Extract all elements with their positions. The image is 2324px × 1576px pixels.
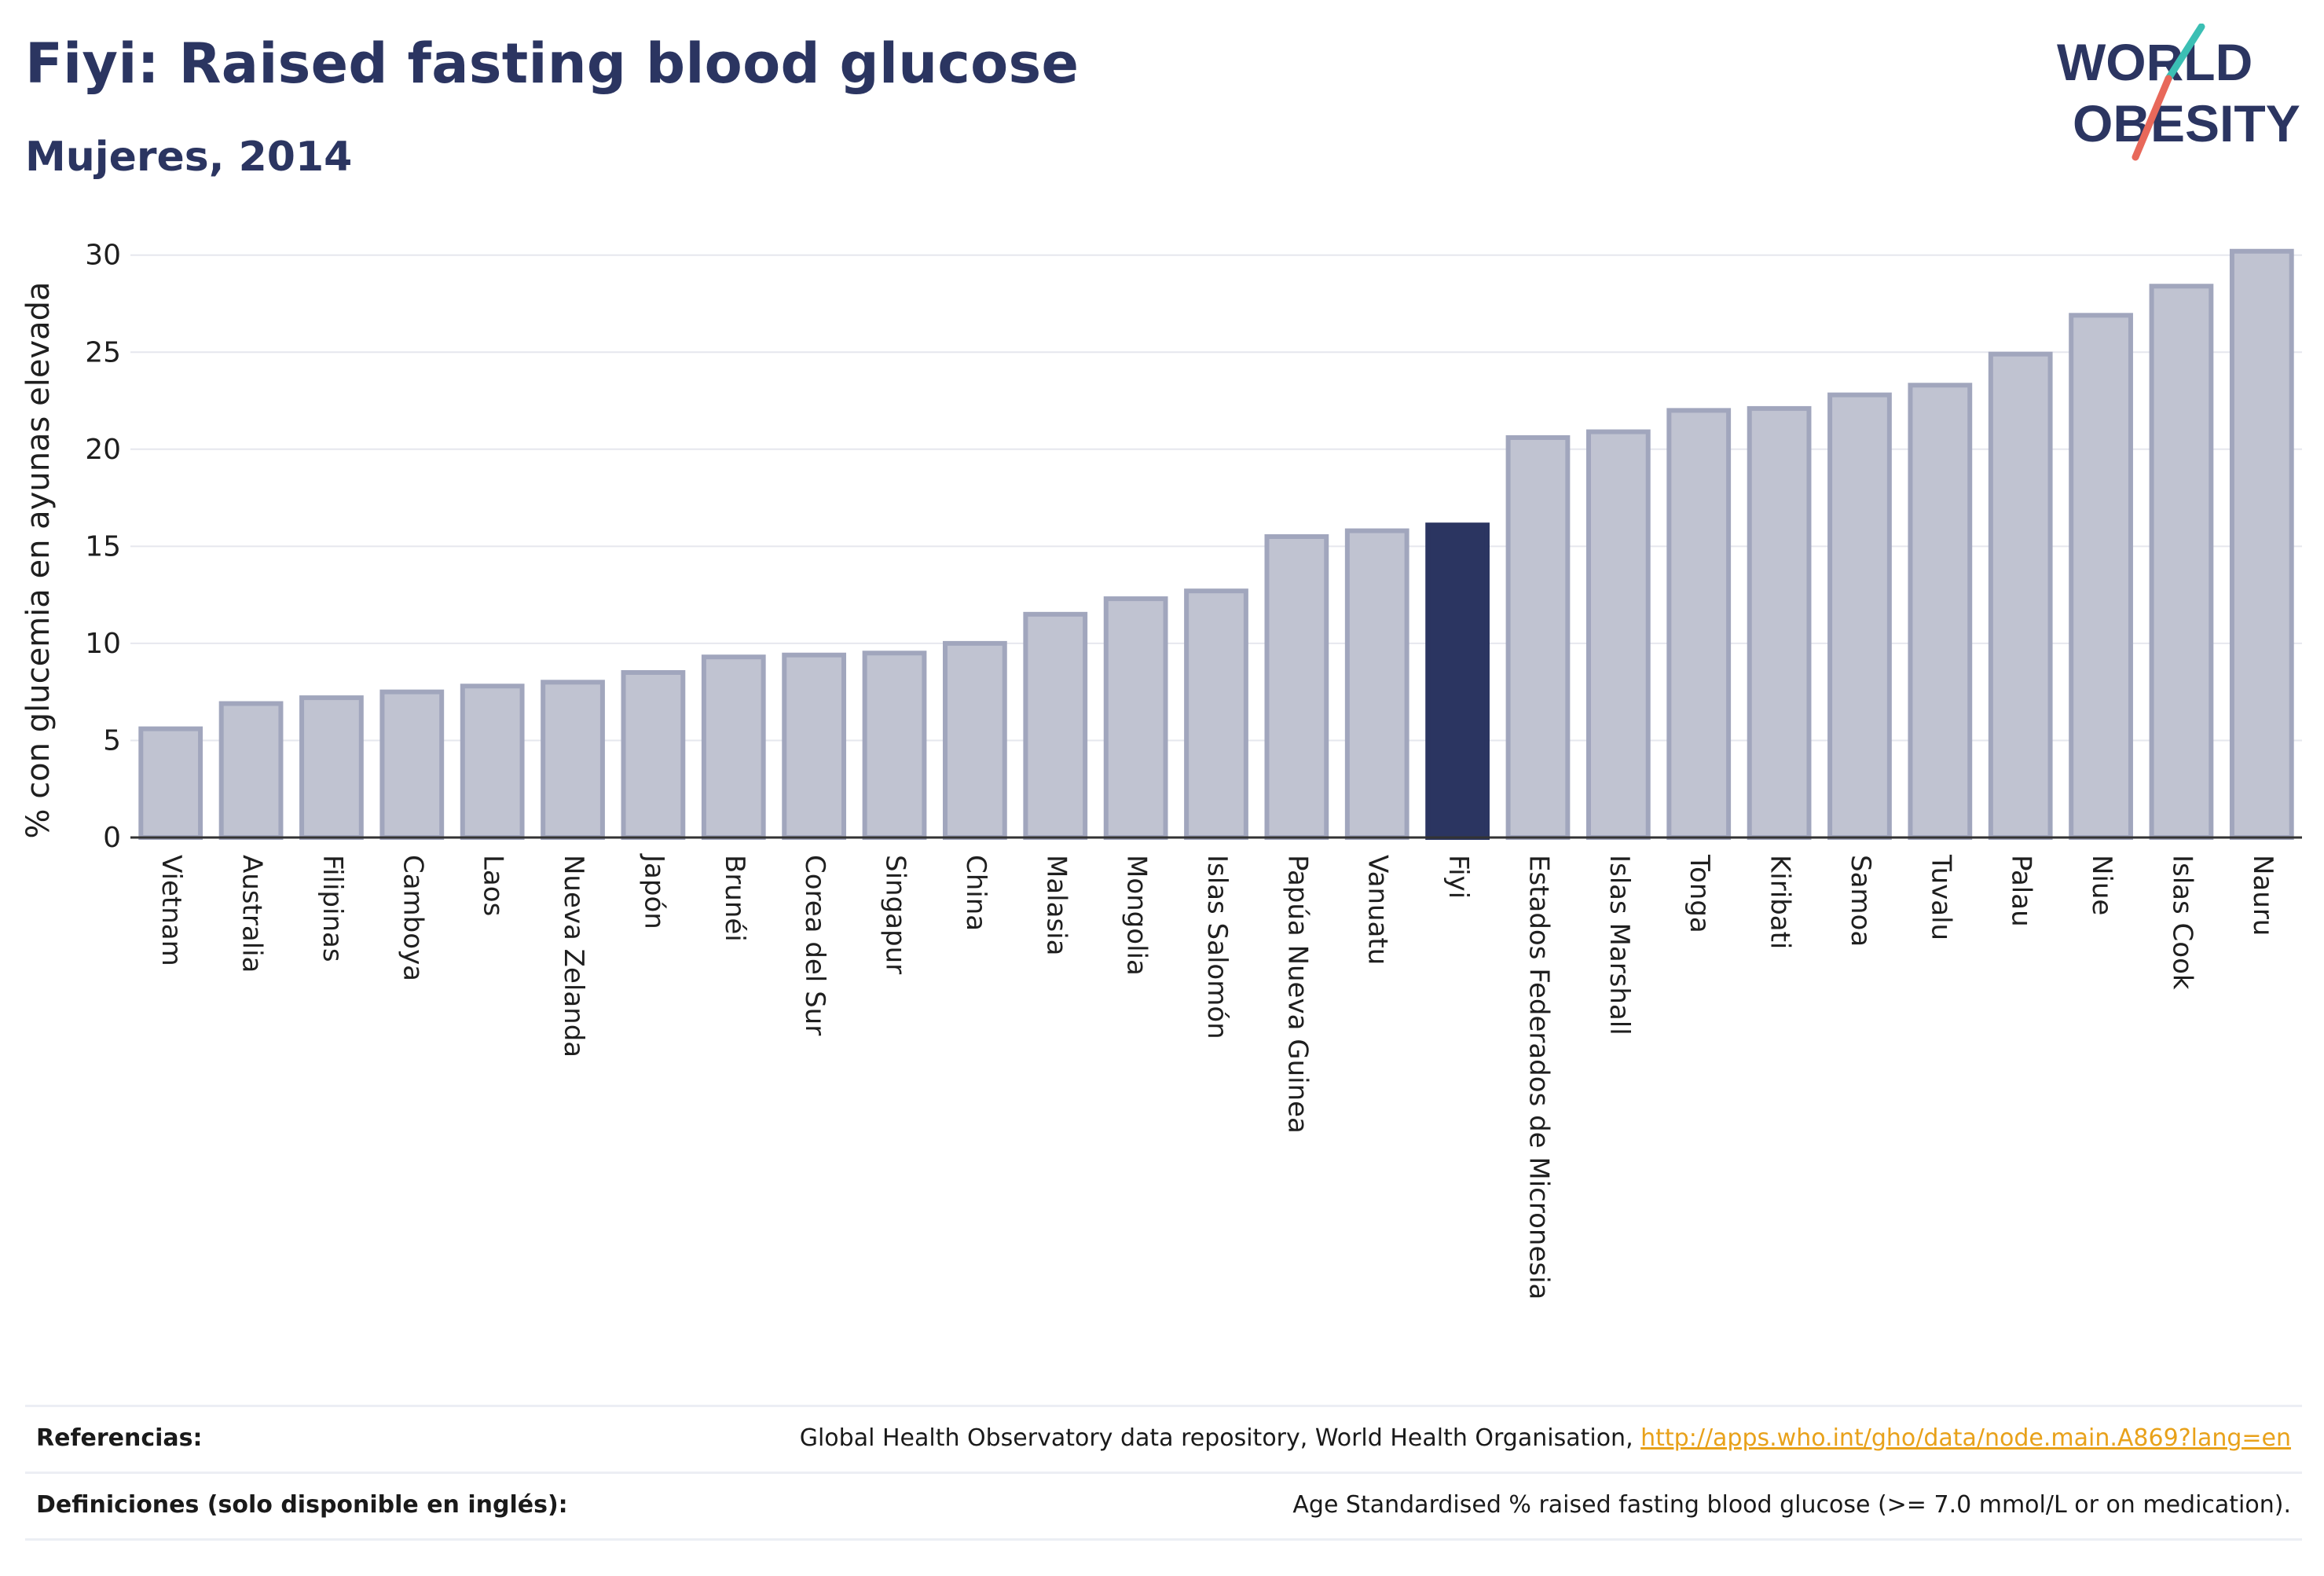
bar-camboya: [379, 689, 445, 841]
y-tick-label: 25: [85, 336, 121, 368]
y-tick-label: 15: [85, 530, 121, 563]
bar-tonga: [1666, 408, 1732, 840]
bar-niue: [2069, 313, 2133, 840]
bar-palau: [1988, 351, 2053, 841]
bar-kiribati: [1747, 405, 1812, 840]
references-value: Global Health Observatory data repositor…: [800, 1424, 2291, 1452]
x-category-label: Niue: [2086, 855, 2117, 915]
bar-nauru: [2229, 248, 2294, 840]
bar-tuvalu: [1908, 383, 1973, 840]
x-category-label: Mongolia: [1121, 855, 1153, 976]
bar-corea-del-sur: [782, 652, 847, 840]
x-category-label: Malasia: [1040, 855, 1072, 955]
y-axis-title: % con glucemia en ayunas elevada: [20, 281, 57, 838]
x-category-label: Islas Marshall: [1604, 855, 1635, 1035]
footer-references-row: Referencias: Global Health Observatory d…: [25, 1405, 2302, 1472]
bar-fiyi: [1425, 522, 1490, 840]
bar-mongolia: [1103, 596, 1168, 841]
y-tick-label: 5: [103, 724, 121, 757]
definitions-value: Age Standardised % raised fasting blood …: [1292, 1491, 2291, 1519]
x-category-label: Tonga: [1684, 854, 1715, 933]
y-axis-ticks: 0 5 10 15 20 25 30: [85, 240, 121, 854]
x-category-label: Kiribati: [1765, 855, 1796, 949]
footer-table: Referencias: Global Health Observatory d…: [25, 1405, 2302, 1541]
bar-china: [943, 640, 1007, 840]
logo-slash-teal: [2165, 24, 2205, 82]
chart-title: Fiyi: Raised fasting blood glucose: [25, 31, 1080, 96]
bar-japón: [621, 669, 686, 840]
references-link[interactable]: http://apps.who.int/gho/data/node.main.A…: [1640, 1424, 2291, 1452]
y-tick-label: 0: [103, 822, 121, 854]
x-category-label: Tuvalu: [1925, 854, 1956, 940]
y-tick-label: 20: [85, 434, 121, 466]
logo-word-world: WORLD: [2057, 33, 2253, 91]
x-category-label: Islas Salomón: [1201, 855, 1233, 1039]
logo-slash-coral: [2132, 75, 2172, 161]
bar-laos: [460, 684, 525, 841]
bar-islas-salomón: [1184, 588, 1248, 840]
references-text: Global Health Observatory data repositor…: [799, 1424, 1641, 1452]
x-category-label: Corea del Sur: [799, 855, 830, 1035]
bar-filipinas: [299, 695, 364, 841]
bar-singapur: [862, 651, 927, 840]
bar-papúa-nueva-guinea: [1264, 534, 1329, 840]
x-category-label: Camboya: [397, 855, 428, 981]
bar-malasia: [1023, 611, 1088, 840]
bars: [138, 248, 2294, 841]
bar-islas-marshall: [1585, 429, 1651, 840]
y-tick-label: 30: [85, 240, 121, 272]
x-category-label: Japón: [638, 853, 669, 929]
bar-vanuatu: [1344, 528, 1409, 840]
y-tick-label: 10: [85, 628, 121, 660]
bar-nueva-zelanda: [541, 680, 605, 840]
x-category-label: Nueva Zelanda: [558, 855, 589, 1057]
bar-brunéi: [701, 654, 766, 841]
x-axis-labels: Vietnam Australia Filipinas Camboya Laos Nuev…: [156, 853, 2278, 1299]
references-label: Referencias:: [36, 1424, 203, 1452]
x-category-label: China: [960, 855, 992, 931]
bar-australia: [218, 701, 284, 841]
x-category-label: Vietnam: [156, 855, 187, 966]
x-category-label: Australia: [236, 855, 268, 973]
x-category-label: Palau: [2006, 855, 2037, 927]
x-category-label: Papúa Nueva Guinea: [1281, 855, 1313, 1134]
bar-islas-cook: [2149, 284, 2214, 840]
x-category-label: Vanuatu: [1362, 855, 1394, 965]
bar-vietnam: [138, 726, 203, 840]
definitions-label: Definiciones (solo disponible en inglés)…: [36, 1491, 568, 1519]
x-category-label: Nauru: [2247, 855, 2278, 936]
x-category-label: Samoa: [1845, 855, 1876, 947]
x-category-label: Brunéi: [719, 855, 750, 942]
x-category-label: Filipinas: [317, 855, 348, 962]
logo-word-obesity: OBESITY: [2073, 94, 2300, 152]
world-obesity-logo: WORLD OBESITY: [2057, 24, 2300, 161]
footer-definitions-row: Definiciones (solo disponible en inglés)…: [25, 1472, 2302, 1541]
x-category-label: Estados Federados de Micronesia: [1523, 855, 1554, 1299]
x-category-label: Islas Cook: [2166, 855, 2198, 990]
x-category-label: Fiyi: [1442, 855, 1474, 899]
bar-samoa: [1827, 392, 1892, 840]
bar-chart: 0 5 10 15 20 25 30 Vietnam Australia Filipinas Ca…: [20, 240, 2302, 1299]
x-category-label: Singapur: [880, 855, 911, 974]
x-category-label: Laos: [478, 855, 509, 916]
chart-subtitle: Mujeres, 2014: [25, 134, 353, 181]
bar-estados-federados-de-micronesia: [1505, 434, 1571, 840]
